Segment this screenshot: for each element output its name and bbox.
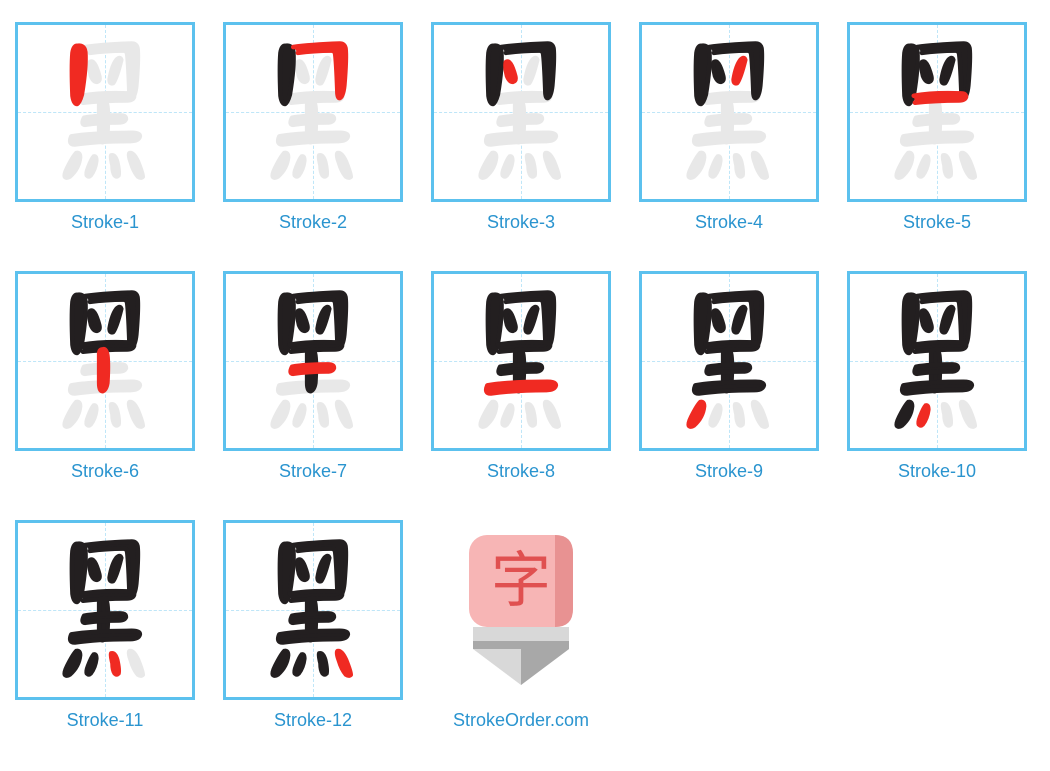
stroke-tile	[431, 271, 611, 451]
glyph	[226, 274, 400, 448]
glyph	[850, 274, 1024, 448]
logo-tile: 字	[431, 520, 611, 700]
stroke-cell: Stroke-7	[223, 271, 403, 482]
glyph	[18, 274, 192, 448]
stroke-caption: Stroke-7	[279, 461, 347, 482]
stroke-caption: Stroke-3	[487, 212, 555, 233]
logo-caption: StrokeOrder.com	[453, 710, 589, 731]
stroke-cell: Stroke-11	[15, 520, 195, 731]
stroke-tile	[15, 271, 195, 451]
stroke-tile	[639, 22, 819, 202]
stroke-tile	[223, 271, 403, 451]
stroke-cell: Stroke-6	[15, 271, 195, 482]
stroke-cell: Stroke-9	[639, 271, 819, 482]
stroke-tile	[431, 22, 611, 202]
glyph	[850, 25, 1024, 199]
stroke-tile	[847, 271, 1027, 451]
logo-cell: 字 StrokeOrder.com	[431, 520, 611, 731]
stroke-order-grid: Stroke-1 Stroke-2 Stroke-3 Stroke-4 Stroke-5…	[15, 22, 1035, 731]
glyph	[18, 25, 192, 199]
glyph	[434, 274, 608, 448]
stroke-cell: Stroke-3	[431, 22, 611, 233]
stroke-caption: Stroke-8	[487, 461, 555, 482]
glyph	[18, 523, 192, 697]
stroke-caption: Stroke-2	[279, 212, 347, 233]
stroke-cell: Stroke-5	[847, 22, 1027, 233]
svg-text:字: 字	[491, 547, 551, 614]
stroke-caption: Stroke-11	[67, 710, 144, 731]
stroke-tile	[15, 520, 195, 700]
stroke-cell: Stroke-4	[639, 22, 819, 233]
glyph	[642, 25, 816, 199]
stroke-tile	[639, 271, 819, 451]
stroke-cell: Stroke-1	[15, 22, 195, 233]
stroke-caption: Stroke-10	[898, 461, 976, 482]
stroke-tile	[847, 22, 1027, 202]
glyph	[226, 25, 400, 199]
stroke-cell: Stroke-8	[431, 271, 611, 482]
stroke-cell: Stroke-2	[223, 22, 403, 233]
stroke-cell: Stroke-12	[223, 520, 403, 731]
stroke-caption: Stroke-9	[695, 461, 763, 482]
glyph	[642, 274, 816, 448]
stroke-tile	[15, 22, 195, 202]
stroke-caption: Stroke-4	[695, 212, 763, 233]
stroke-caption: Stroke-1	[71, 212, 139, 233]
stroke-tile	[223, 22, 403, 202]
glyph	[226, 523, 400, 697]
glyph	[434, 25, 608, 199]
stroke-caption: Stroke-5	[903, 212, 971, 233]
stroke-caption: Stroke-6	[71, 461, 139, 482]
stroke-caption: Stroke-12	[274, 710, 352, 731]
stroke-tile	[223, 520, 403, 700]
stroke-cell: Stroke-10	[847, 271, 1027, 482]
